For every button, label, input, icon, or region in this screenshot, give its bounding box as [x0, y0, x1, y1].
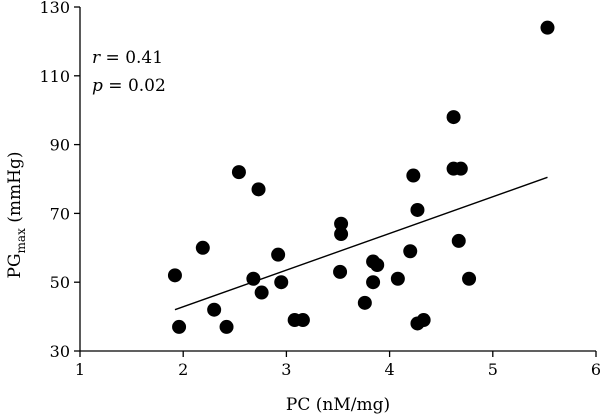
data-point [219, 319, 234, 334]
correlation-annotation: r = 0.41 [92, 48, 163, 68]
data-point [334, 227, 349, 242]
x-tick-label: 3 [281, 360, 291, 379]
x-tick-label: 5 [488, 360, 498, 379]
y-axis-title-main: PG [5, 253, 25, 278]
data-point [366, 275, 381, 290]
data-point [231, 165, 246, 180]
data-point [274, 275, 289, 290]
data-point [357, 295, 372, 310]
data-point [167, 268, 182, 283]
p-symbol: p [92, 76, 103, 96]
y-ticks: 30 50 70 90 110 130 [39, 0, 80, 361]
r-value: = 0.41 [100, 48, 163, 68]
data-point [451, 233, 466, 248]
data-points [167, 20, 555, 334]
data-point [453, 161, 468, 176]
y-axis-title-subscript: max [14, 228, 28, 254]
y-axis-title: PGmax (mmHg) [5, 152, 28, 279]
x-tick-label: 4 [385, 360, 395, 379]
data-point [540, 20, 555, 35]
data-point [251, 182, 266, 197]
trendline-group [174, 176, 548, 311]
data-point [246, 271, 261, 286]
y-axis-title-unit: (mmHg) [5, 152, 25, 229]
data-point [333, 264, 348, 279]
x-tick-label: 2 [178, 360, 188, 379]
data-point [207, 302, 222, 317]
y-tick-label: 30 [50, 342, 70, 361]
data-point [390, 271, 405, 286]
p-value: = 0.02 [103, 76, 166, 96]
data-point [462, 271, 477, 286]
data-point [254, 285, 269, 300]
x-ticks: 1 2 3 4 5 6 [75, 351, 600, 379]
data-point [334, 216, 349, 231]
y-tick-label: 90 [50, 136, 70, 155]
data-point [271, 247, 286, 262]
axes [79, 7, 596, 352]
data-point [446, 110, 461, 125]
data-point [406, 168, 421, 183]
y-tick-label: 110 [39, 67, 70, 86]
data-point [370, 258, 385, 272]
data-point [416, 313, 431, 328]
data-point [172, 319, 187, 334]
p-value-annotation: p = 0.02 [92, 76, 166, 96]
y-tick-label: 130 [39, 0, 70, 17]
y-tick-label: 70 [50, 204, 70, 223]
x-tick-label: 1 [75, 360, 85, 379]
x-tick-label: 6 [591, 360, 600, 379]
x-axis-title: PC (nM/mg) [286, 395, 390, 415]
y-tick-label: 50 [50, 273, 70, 292]
data-point [295, 313, 310, 328]
r-symbol: r [92, 48, 101, 68]
trendline [174, 176, 548, 311]
data-point [410, 202, 425, 217]
data-point [403, 244, 418, 259]
data-point [195, 240, 210, 255]
